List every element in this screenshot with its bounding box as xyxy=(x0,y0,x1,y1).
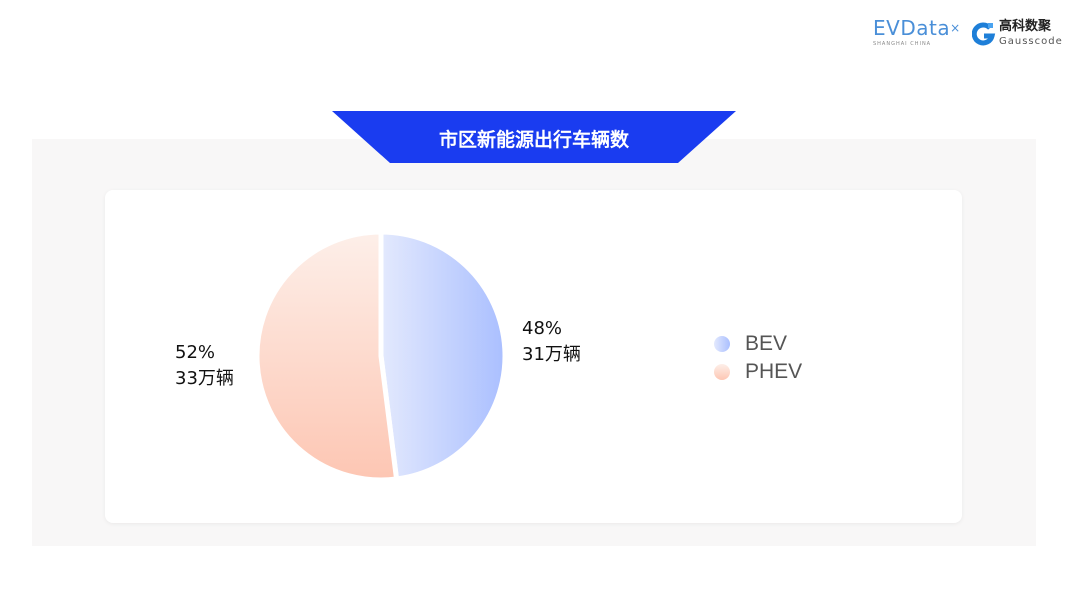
legend-label: BEV xyxy=(745,332,788,355)
bev-percent: 48% xyxy=(522,318,563,339)
evdata-logo-text: EVData× xyxy=(873,16,961,40)
phev-value: 33万辆 xyxy=(175,368,234,389)
pie-slice-bev xyxy=(378,229,508,482)
chart-card xyxy=(105,190,962,523)
bev-value: 31万辆 xyxy=(522,344,581,365)
banner-shape xyxy=(332,111,736,163)
legend-label: PHEV xyxy=(745,360,803,383)
evdata-logo-subtext: SHANGHAI CHINA xyxy=(873,41,932,47)
bev-data-label: 48% 31万辆 xyxy=(522,316,581,368)
gausscode-icon xyxy=(972,21,996,45)
legend-item-bev: BEV xyxy=(714,330,802,358)
gausscode-logo: 高科数聚 Gausscode xyxy=(972,19,1063,48)
pie-slice-phev xyxy=(254,229,400,483)
phev-data-label: 52% 33万辆 xyxy=(175,340,234,392)
evdata-x-mark-icon: × xyxy=(950,21,961,35)
pie-chart xyxy=(254,229,508,483)
legend-item-phev: PHEV xyxy=(714,358,802,386)
title-banner: 市区新能源出行车辆数 xyxy=(332,111,736,163)
evdata-logo: EVData× SHANGHAI CHINA xyxy=(873,16,961,48)
evdata-wordmark: EVData xyxy=(873,16,951,40)
legend: BEV PHEV xyxy=(714,330,802,386)
gausscode-logo-cn: 高科数聚 xyxy=(999,19,1052,34)
phev-swatch xyxy=(714,364,730,380)
phev-percent: 52% xyxy=(175,342,216,363)
gausscode-logo-en: Gausscode xyxy=(999,36,1063,47)
bev-swatch xyxy=(714,336,730,352)
chart-title: 市区新能源出行车辆数 xyxy=(438,129,629,151)
